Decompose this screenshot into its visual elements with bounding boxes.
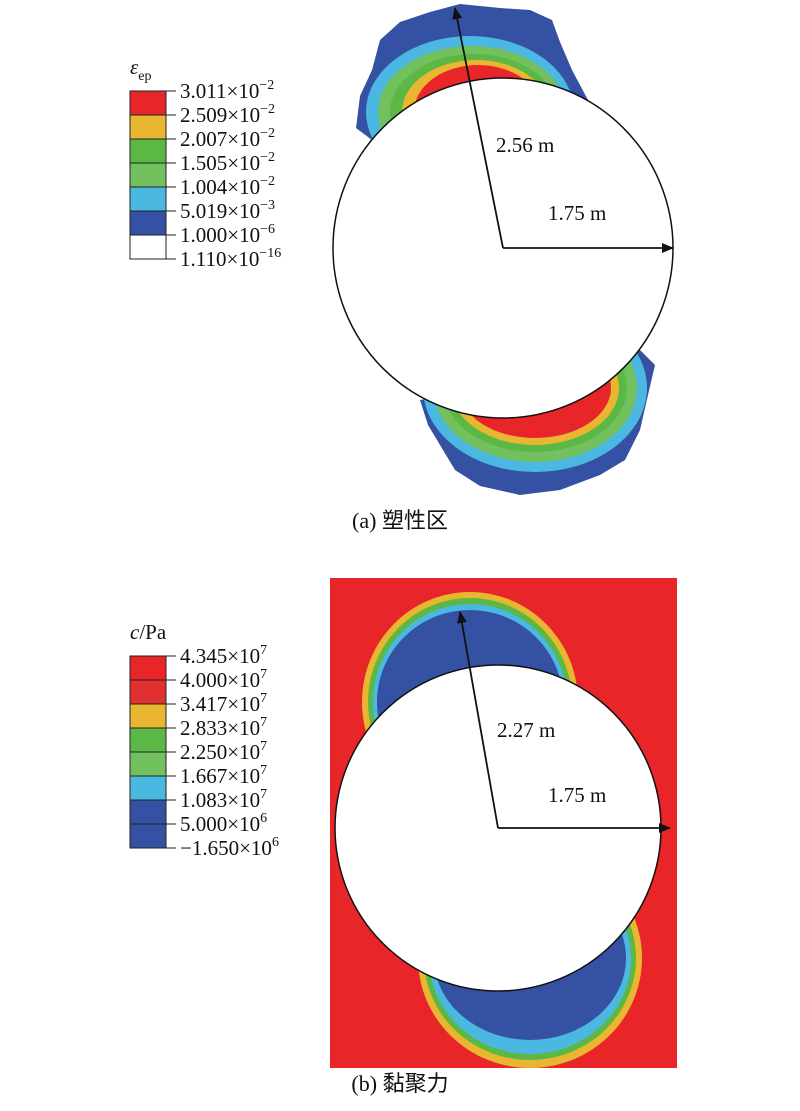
symbol-unit: /Pa (139, 620, 167, 644)
legend-swatch (129, 751, 167, 777)
legend-mantissa: 5.000×10 (180, 812, 260, 836)
legend-label: 1.083×107 (180, 787, 267, 812)
legend-mantissa: 4.345×10 (180, 644, 260, 668)
legend-exponent: 7 (260, 667, 267, 682)
legend-label: 1.000×10−6 (180, 222, 275, 247)
legend-swatch (129, 679, 167, 705)
symbol: ε (130, 55, 139, 79)
circle-radius-label: 1.75 m (548, 201, 606, 225)
legend-exponent: 6 (260, 811, 267, 826)
legend-swatch (129, 727, 167, 753)
legend-symbol: c/Pa (130, 620, 167, 644)
legend-label: 2.833×107 (180, 715, 267, 740)
legend-swatch (129, 799, 167, 825)
legend-exponent: −2 (260, 150, 275, 165)
legend-swatch (129, 186, 167, 212)
legend-label: 3.011×10−2 (180, 78, 274, 103)
plastic-zone (332, 4, 674, 495)
legend-swatch (129, 114, 167, 140)
legend-exponent: −16 (259, 246, 281, 261)
caption: (a) 塑性区 (352, 508, 448, 533)
legend-mantissa: 1.505×10 (180, 151, 260, 175)
legend-exponent: −2 (259, 78, 274, 93)
legend-swatch (129, 655, 167, 681)
legend-label: −1.650×106 (180, 835, 279, 860)
legend-mantissa: 1.083×10 (180, 788, 260, 812)
legend-swatch (129, 210, 167, 236)
legend-mantissa: 4.000×10 (180, 668, 260, 692)
legend-swatch (129, 703, 167, 729)
legend-mantissa: 3.011×10 (180, 79, 259, 103)
legend-mantissa: 5.019×10 (180, 199, 260, 223)
legend-swatch (129, 775, 167, 801)
legend-exponent: −2 (260, 126, 275, 141)
circle-radius-label: 1.75 m (548, 783, 606, 807)
legend-mantissa: 2.833×10 (180, 716, 260, 740)
legend-label: 2.509×10−2 (180, 102, 275, 127)
legend-exponent: 7 (260, 763, 267, 778)
legend-mantissa: 2.007×10 (180, 127, 260, 151)
legend-label: 4.345×107 (180, 643, 267, 668)
legend-exponent: −3 (260, 198, 275, 213)
legend-exponent: 7 (260, 739, 267, 754)
legend-mantissa: 2.250×10 (180, 740, 260, 764)
legend-mantissa: 3.417×10 (180, 692, 260, 716)
legend-swatch (129, 90, 167, 116)
legend-mantissa: 1.004×10 (180, 175, 260, 199)
legend-label: 1.505×10−2 (180, 150, 275, 175)
legend-swatch (129, 138, 167, 164)
legend-label: 1.667×107 (180, 763, 267, 788)
legend-mantissa: 1.000×10 (180, 223, 260, 247)
legend-mantissa: 1.667×10 (180, 764, 260, 788)
legend-exponent: 7 (260, 787, 267, 802)
legend-exponent: 7 (260, 643, 267, 658)
legend-label: 5.019×10−3 (180, 198, 275, 223)
legend-swatch (129, 162, 167, 188)
legend-exponent: −6 (260, 222, 275, 237)
legend-label: 4.000×107 (180, 667, 267, 692)
legend-exponent: −2 (260, 102, 275, 117)
radius-label: 2.27 m (497, 718, 555, 742)
legend-label: 2.007×10−2 (180, 126, 275, 151)
legend-label: 1.110×10−16 (180, 246, 281, 271)
symbol-subscript: ep (138, 69, 151, 84)
legend-exponent: 7 (260, 715, 267, 730)
legend-mantissa: −1.650×10 (180, 836, 272, 860)
cohesion-map (330, 578, 677, 1068)
legend-label: 1.004×10−2 (180, 174, 275, 199)
radius-label: 2.56 m (496, 133, 554, 157)
legend-swatch (129, 234, 167, 260)
legend-exponent: 6 (272, 835, 279, 850)
legend-symbol: εep (130, 55, 152, 84)
legend-exponent: −2 (260, 174, 275, 189)
symbol: c (130, 620, 140, 644)
legend-mantissa: 1.110×10 (180, 247, 259, 271)
legend-mantissa: 2.509×10 (180, 103, 260, 127)
legend-label: 3.417×107 (180, 691, 267, 716)
legend-label: 5.000×106 (180, 811, 267, 836)
legend-exponent: 7 (260, 691, 267, 706)
legend-swatch (129, 823, 167, 849)
legend-label: 2.250×107 (180, 739, 267, 764)
caption: (b) 黏聚力 (351, 1071, 448, 1096)
